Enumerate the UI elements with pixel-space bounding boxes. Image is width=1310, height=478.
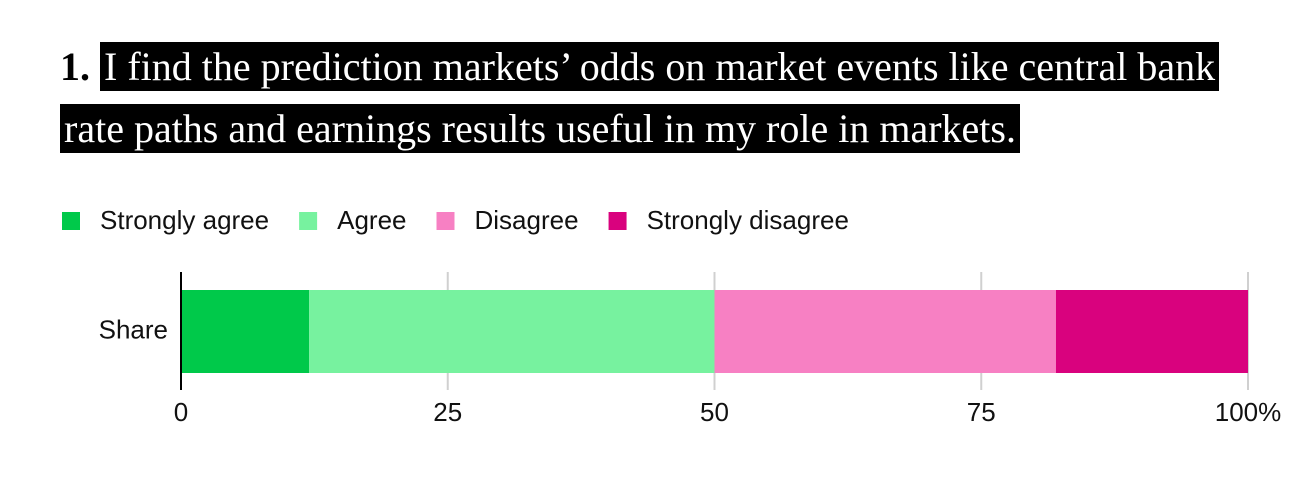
bar-segment	[1055, 290, 1248, 373]
bar-segment	[309, 290, 715, 373]
legend-label: Strongly agree	[100, 205, 269, 235]
question-number: 1.	[60, 44, 90, 89]
x-tick-label: 50	[700, 397, 729, 427]
y-tick-label: Share	[99, 314, 168, 344]
title: 1. I find the prediction markets’ odds o…	[60, 36, 1280, 160]
legend-swatch	[608, 212, 627, 230]
x-tick-label: 100%	[1215, 397, 1282, 427]
legend-label: Agree	[337, 205, 406, 235]
x-tick-label: 0	[174, 397, 188, 427]
x-tick-label: 25	[433, 397, 462, 427]
legend-label: Disagree	[475, 205, 579, 235]
bar-segment	[714, 290, 1056, 373]
x-tick-label: 75	[967, 397, 996, 427]
legend-swatch	[436, 212, 455, 230]
legend-swatch	[62, 212, 80, 230]
legend-swatch	[299, 212, 318, 230]
legend-label: Strongly disagree	[647, 205, 849, 235]
bar-segment	[181, 290, 310, 373]
